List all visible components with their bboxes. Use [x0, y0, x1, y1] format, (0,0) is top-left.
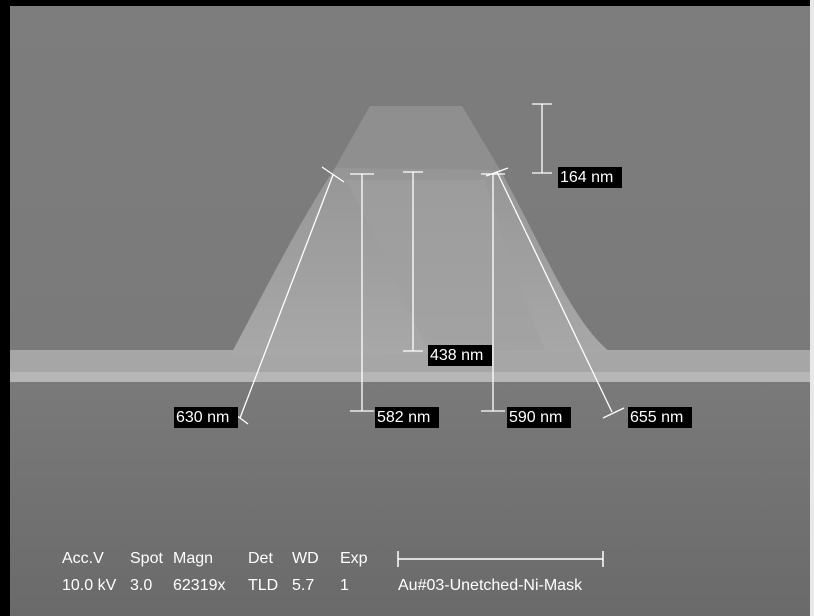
- measurement-label: 438 nm: [430, 347, 483, 364]
- measurement-label: 164 nm: [560, 169, 613, 186]
- sem-image: 164 nm 438 nm 630 nm 582 nm 590 nm 655 n…: [0, 0, 814, 616]
- info-value: 62319x: [173, 577, 226, 594]
- info-value: 10.0 kV: [62, 577, 117, 594]
- measurement-label: 590 nm: [509, 409, 562, 426]
- info-header: Magn: [173, 550, 213, 567]
- measurement-label: 630 nm: [176, 409, 229, 426]
- info-value: 3.0: [130, 577, 152, 594]
- info-header: Det: [248, 550, 273, 567]
- film-edge: [10, 372, 810, 382]
- right-edge: [810, 0, 814, 616]
- page: 164 nm 438 nm 630 nm 582 nm 590 nm 655 n…: [0, 0, 814, 616]
- info-value: 5.7: [292, 577, 314, 594]
- info-header: WD: [292, 550, 319, 567]
- info-header: Spot: [130, 550, 163, 567]
- measurement-label: 582 nm: [377, 409, 430, 426]
- measurement-label: 655 nm: [630, 409, 683, 426]
- info-header: Exp: [340, 550, 368, 567]
- info-header: Acc.V: [62, 550, 104, 567]
- info-value: 1: [340, 577, 349, 594]
- sample-name: Au#03-Unetched-Ni-Mask: [398, 577, 583, 594]
- info-value: TLD: [248, 577, 278, 594]
